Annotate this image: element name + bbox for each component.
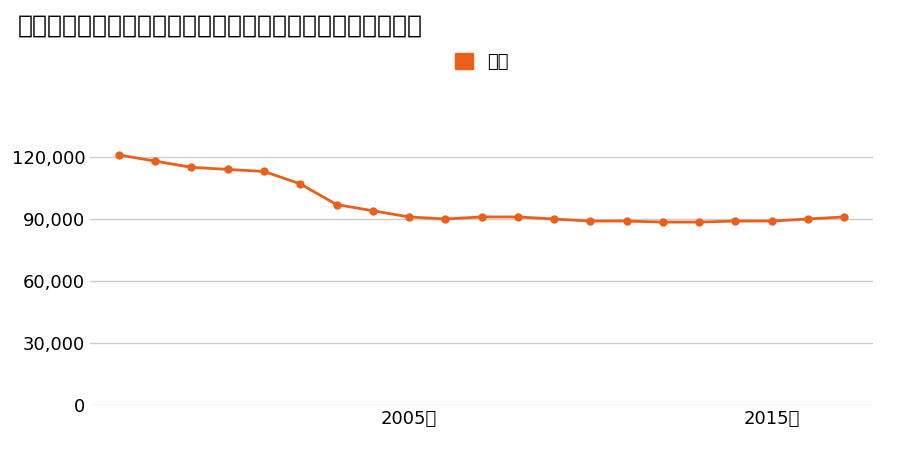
- Legend: 価格: 価格: [447, 46, 516, 78]
- Text: 愛知県西春日井郡豊山町大字青山字東川１２２番の地価推移: 愛知県西春日井郡豊山町大字青山字東川１２２番の地価推移: [18, 14, 423, 37]
